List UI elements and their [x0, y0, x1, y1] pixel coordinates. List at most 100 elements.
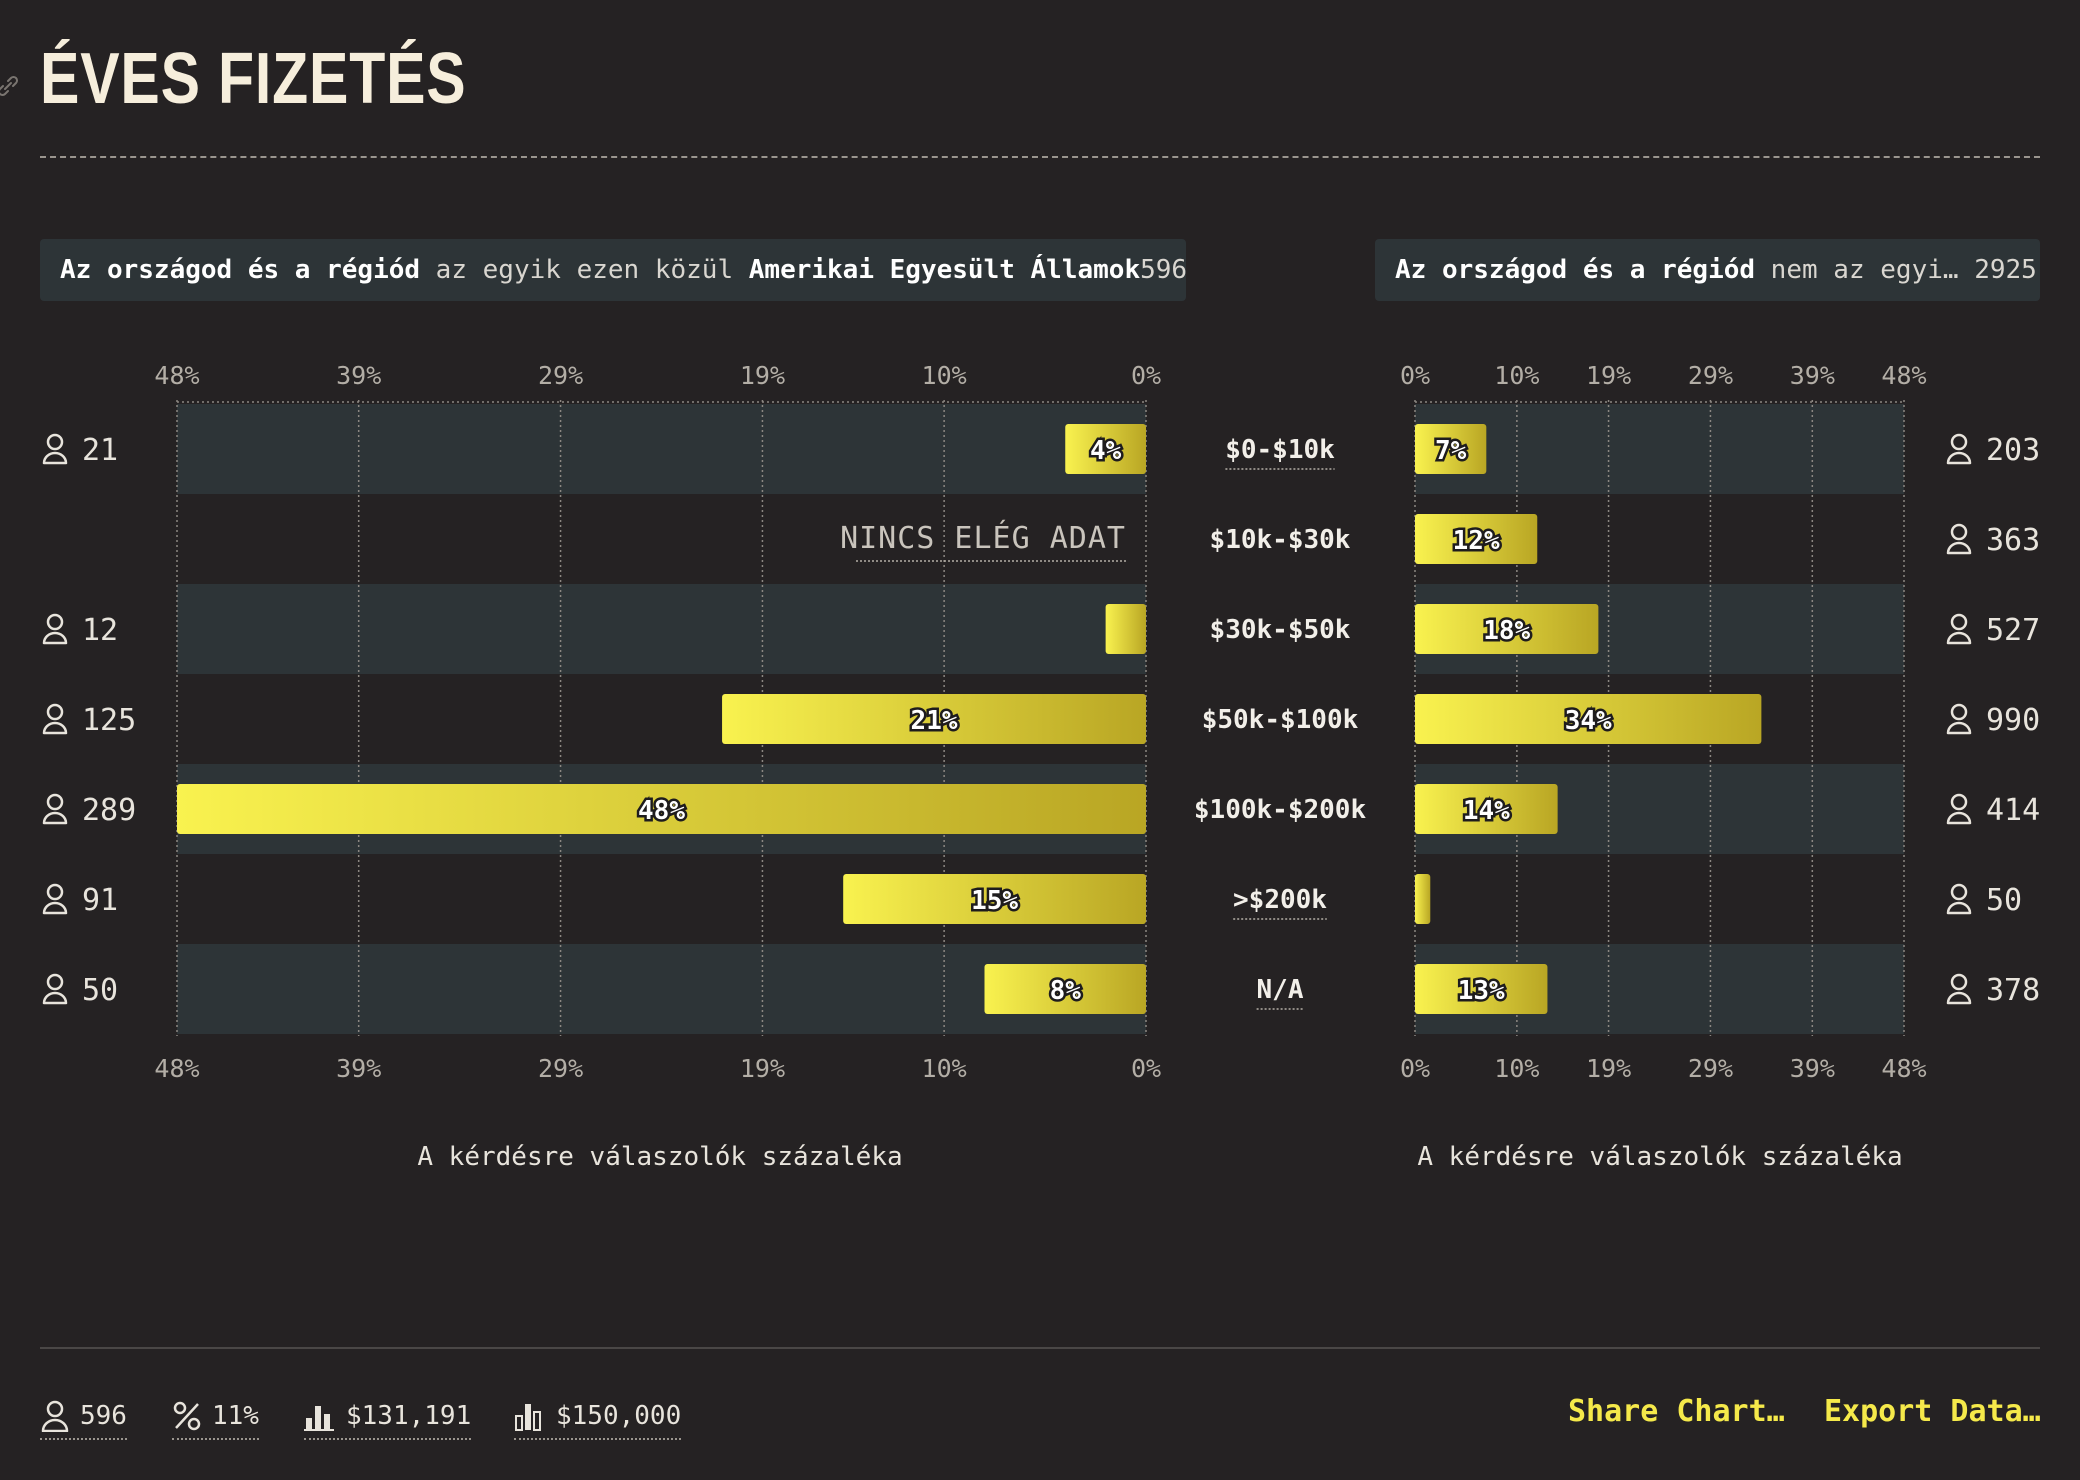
filter-left[interactable]: Az országod és a régiód az egyik ezen kö… [40, 239, 1186, 301]
category-label: $0-$10k [1225, 435, 1335, 465]
right-tick-label-top: 19% [1586, 361, 1631, 390]
category-label: $50k-$100k [1202, 705, 1359, 735]
right-count: 203 [1986, 433, 2040, 468]
no-data-label: NINCS ELÉG ADAT [840, 520, 1126, 556]
share-chart-button[interactable]: Share Chart… [1568, 1394, 1785, 1429]
left-bar-label: 8% [1050, 976, 1082, 1006]
filter-right-count: 2925 [1974, 255, 2037, 285]
right-bar-label: 13% [1458, 976, 1505, 1006]
left-tick-label-top: 29% [538, 361, 583, 390]
right-count: 414 [1986, 793, 2040, 828]
left-tick-label-top: 48% [154, 361, 199, 390]
left-bar [722, 694, 1146, 744]
right-count: 378 [1986, 973, 2040, 1008]
stat-mode[interactable]: $150,000 [514, 1396, 682, 1440]
person-icon [42, 793, 68, 825]
right-bar-label: 14% [1463, 796, 1510, 826]
person-icon [1946, 793, 1972, 825]
left-row-band [177, 584, 1146, 674]
stat-median[interactable]: $131,191 [304, 1396, 472, 1440]
left-count: 21 [82, 433, 118, 468]
filter-left-value: Amerikai Egyesült Államok [748, 255, 1141, 285]
stat-respondents-value: 596 [80, 1401, 127, 1431]
left-count: 289 [82, 793, 136, 828]
filter-right-mid: nem az egyi… [1755, 255, 1959, 285]
person-icon [1946, 433, 1972, 465]
right-bar [1415, 514, 1538, 564]
right-tick-label-top: 48% [1881, 361, 1926, 390]
left-tick-label-bottom: 39% [336, 1054, 381, 1083]
title-divider [40, 156, 2040, 158]
median-bars-icon [304, 1406, 334, 1431]
left-bar-label: 15% [971, 886, 1018, 916]
stat-percent[interactable]: 11% [172, 1396, 259, 1440]
person-icon [42, 613, 68, 645]
left-bar-label: 21% [911, 706, 958, 736]
right-tick-label-bottom: 10% [1494, 1054, 1539, 1083]
mode-bars-icon [515, 1404, 541, 1431]
category-label: $10k-$30k [1210, 525, 1351, 555]
right-bar-label: 12% [1453, 526, 1500, 556]
right-count: 363 [1986, 523, 2040, 558]
person-icon [42, 703, 68, 735]
left-count: 50 [82, 973, 118, 1008]
left-bar [1105, 604, 1146, 654]
category-label: $30k-$50k [1210, 615, 1351, 645]
left-tick-label-bottom: 29% [538, 1054, 583, 1083]
category-label: N/A [1257, 975, 1304, 1005]
stat-percent-value: 11% [212, 1401, 259, 1431]
person-icon [1946, 973, 1972, 1005]
left-tick-label-bottom: 0% [1131, 1054, 1161, 1083]
category-label: $100k-$200k [1194, 795, 1367, 825]
right-bar [1415, 874, 1431, 924]
left-count: 125 [82, 703, 136, 738]
left-count: 12 [82, 613, 118, 648]
right-count: 527 [1986, 613, 2040, 648]
filter-left-prefix: Az országod és a régiód [60, 255, 421, 285]
right-row-band [1415, 404, 1904, 494]
person-icon [1946, 883, 1972, 915]
person-icon [42, 433, 68, 465]
filter-left-count: 596 [1140, 255, 1186, 285]
left-bar [843, 874, 1146, 924]
right-bar [1415, 964, 1548, 1014]
person-icon [41, 1400, 69, 1432]
filter-right-prefix: Az országod és a régiód [1395, 255, 1756, 285]
right-bar [1415, 784, 1558, 834]
left-axis-title: A kérdésre válaszolók százaléka [417, 1142, 903, 1172]
stat-respondents[interactable]: 596 [40, 1396, 127, 1440]
stat-median-value: $131,191 [346, 1401, 472, 1431]
right-tick-label-top: 10% [1494, 361, 1539, 390]
left-tick-label-bottom: 19% [740, 1054, 785, 1083]
left-tick-label-top: 0% [1131, 361, 1161, 390]
right-bar [1415, 424, 1487, 474]
right-tick-label-bottom: 19% [1586, 1054, 1631, 1083]
stat-mode-value: $150,000 [556, 1401, 682, 1431]
right-count: 990 [1986, 703, 2040, 738]
person-icon [42, 883, 68, 915]
left-bar [177, 784, 1146, 834]
right-tick-label-bottom: 0% [1400, 1054, 1430, 1083]
right-axis-title: A kérdésre válaszolók százaléka [1417, 1142, 1903, 1172]
left-bar [1065, 424, 1146, 474]
left-tick-label-top: 10% [922, 361, 967, 390]
filter-right[interactable]: Az országod és a régiód nem az egyi… 292… [1375, 239, 2040, 301]
right-tick-label-top: 0% [1400, 361, 1430, 390]
right-bar-label: 18% [1483, 616, 1530, 646]
link-icon[interactable] [0, 74, 20, 98]
percent-icon [173, 1401, 201, 1431]
right-tick-label-top: 39% [1790, 361, 1835, 390]
left-row-band [177, 404, 1146, 494]
left-bar-label: 4% [1090, 436, 1122, 466]
category-label: >$200k [1233, 885, 1327, 915]
right-bar [1415, 604, 1599, 654]
right-bar [1415, 694, 1762, 744]
right-bar-label: 7% [1435, 436, 1467, 466]
page-title: ÉVES FIZETÉS [40, 39, 467, 119]
right-tick-label-top: 29% [1688, 361, 1733, 390]
left-bar-label: 48% [638, 796, 685, 826]
left-tick-label-bottom: 10% [922, 1054, 967, 1083]
footer-divider [40, 1347, 2040, 1349]
export-data-button[interactable]: Export Data… [1824, 1394, 2041, 1429]
